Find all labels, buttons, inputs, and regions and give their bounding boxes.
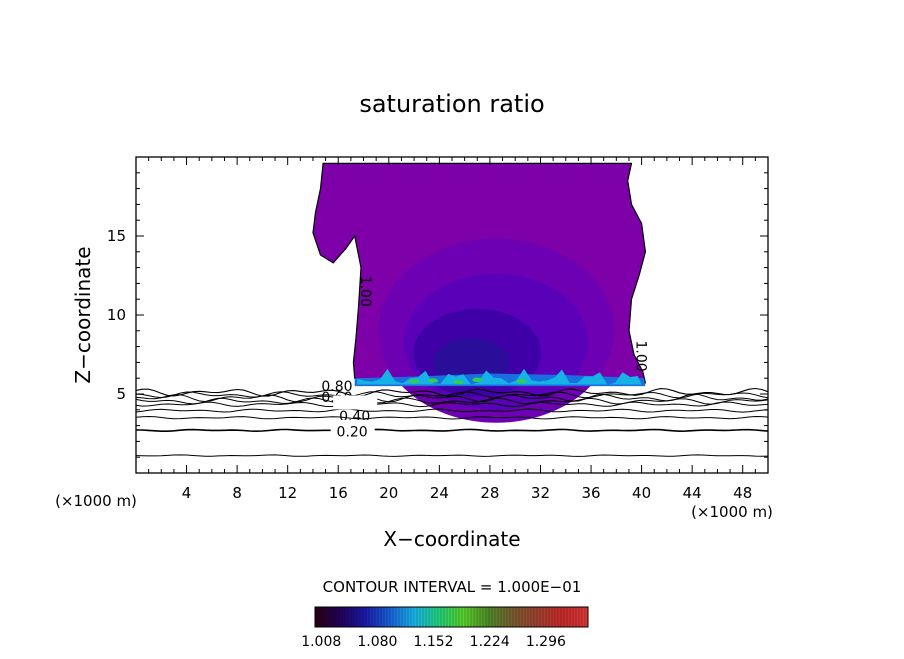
y-tick-label: 10 (107, 306, 126, 324)
contour-label-bg (330, 419, 375, 434)
colorbar: 1.008 1.080 1.152 1.224 1.296 (301, 606, 589, 650)
x-tick-label: 36 (581, 484, 600, 502)
x-tick-label: 20 (379, 484, 398, 502)
x-tick-label: 28 (480, 484, 499, 502)
contour-line (135, 393, 769, 403)
contour-line (135, 397, 769, 405)
contour-line (135, 391, 769, 399)
y-tick-label: 5 (116, 385, 126, 403)
x-tick-label: 12 (278, 484, 297, 502)
contour-line (135, 408, 769, 413)
contour-interval: CONTOUR INTERVAL = 1.000E−01 (323, 578, 582, 596)
contour-label-0.20: 0.20 (337, 425, 368, 441)
x-tick-label: 40 (632, 484, 651, 502)
x-unit-left: (×1000 m) (55, 492, 137, 510)
x-tick-label: 16 (329, 484, 348, 502)
x-tick-label: 32 (531, 484, 550, 502)
region-green-spot (472, 377, 483, 382)
colorbar-frame (314, 606, 589, 628)
colorbar-tick-label: 1.296 (526, 634, 566, 650)
y-axis-label: Z−coordinate (71, 246, 95, 383)
contour-label-left: 1.00 (357, 276, 373, 307)
region-green-spot (453, 379, 464, 385)
contour-line (135, 415, 769, 420)
contour-label-right: 1.00 (633, 340, 649, 371)
chart-title: saturation ratio (359, 90, 544, 118)
contour-line (135, 454, 769, 457)
contour-line (136, 428, 769, 433)
y-tick-label: 15 (107, 227, 126, 245)
x-tick-label: 8 (232, 484, 242, 502)
region-green-spot (428, 378, 439, 383)
contour-line (135, 401, 769, 408)
contour-label-0.80: 0.80 (321, 379, 352, 395)
region-green-spot (516, 379, 527, 384)
x-tick-label: 24 (430, 484, 449, 502)
colorbar-tick-label: 1.152 (414, 634, 454, 650)
region-green-spot (409, 379, 420, 384)
x-tick-label: 48 (733, 484, 752, 502)
colorbar-tick-label: 1.080 (357, 634, 397, 650)
colorbar-tick-label: 1.224 (470, 634, 510, 650)
x-unit-right: (×1000 m) (691, 503, 773, 521)
x-tick-label: 4 (182, 484, 192, 502)
plot-area: 1.001.000.800.600.400.204812162024283236… (107, 156, 769, 502)
contour-label-bg (333, 395, 378, 410)
x-tick-label: 44 (683, 484, 702, 502)
x-axis-label: X−coordinate (383, 527, 520, 551)
colorbar-fill (315, 607, 588, 627)
colorbar-tick-label: 1.008 (301, 634, 341, 650)
